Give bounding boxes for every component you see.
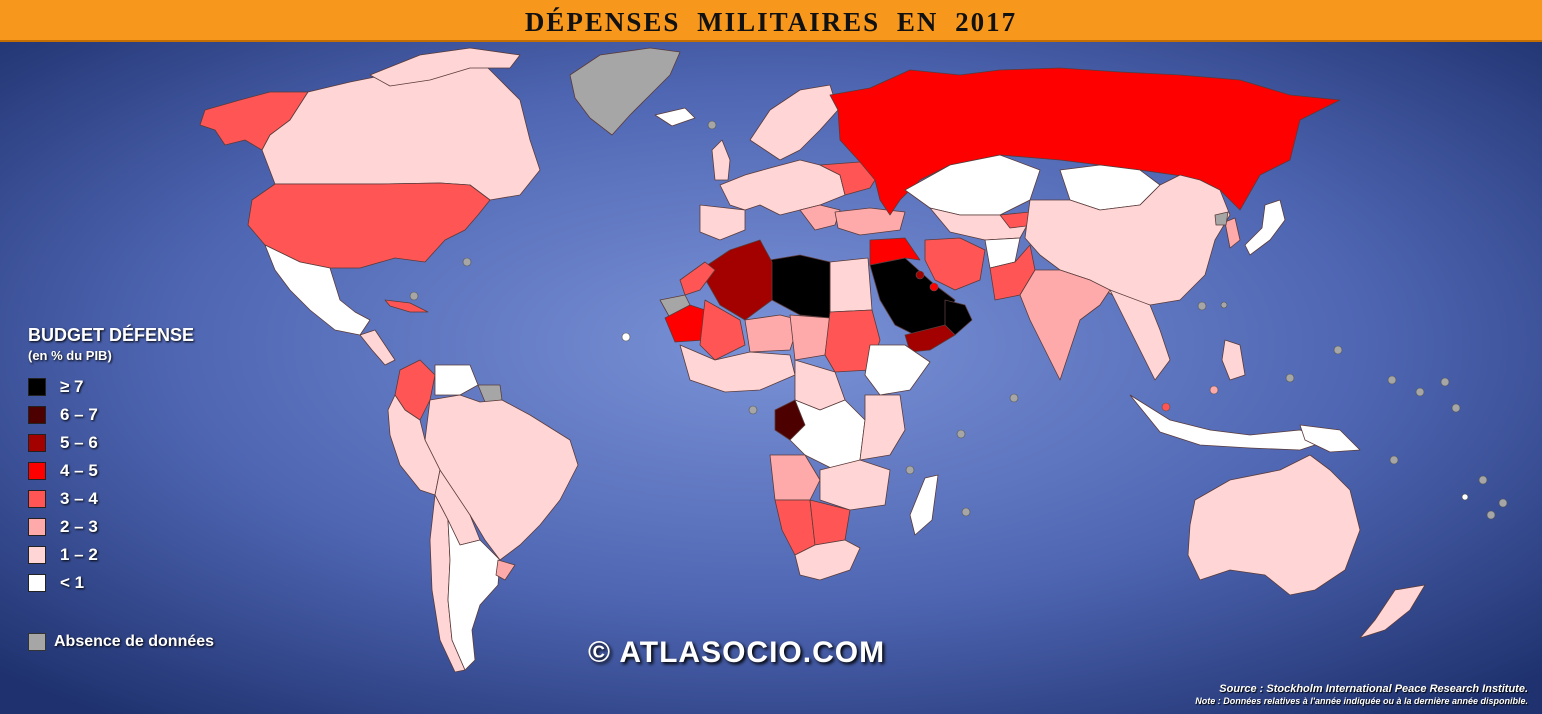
legend-label: 2 – 3 — [60, 517, 98, 536]
legend-item: 5 – 6 — [28, 429, 194, 457]
country-philippines — [1221, 339, 1246, 381]
country-iraq — [869, 237, 921, 266]
map-canvas — [0, 42, 1542, 714]
country-iceland — [654, 107, 696, 127]
legend-label: 6 – 7 — [60, 405, 98, 424]
note-text: Note : Données relatives à l'année indiq… — [1195, 696, 1528, 706]
country-western-europe — [719, 159, 846, 216]
source-text: Source : Stockholm International Peace R… — [1219, 683, 1528, 695]
country-chad — [789, 314, 831, 361]
legend-swatch — [28, 462, 46, 480]
country-east-africa — [859, 394, 906, 461]
legend-title: BUDGET DÉFENSE — [28, 325, 195, 345]
legend-swatch — [28, 574, 46, 592]
country-mexico — [264, 244, 371, 336]
country-venezuela — [434, 364, 479, 396]
country-uk — [711, 139, 731, 181]
legend-item: 2 – 3 — [28, 513, 194, 541]
legend-item: 3 – 4 — [28, 485, 194, 513]
country-greenland — [569, 47, 681, 136]
country-india — [1019, 269, 1111, 381]
legend-swatch — [28, 434, 46, 452]
title-bar: DÉPENSES MILITAIRES EN 2017 — [0, 0, 1542, 42]
world-map — [0, 42, 1542, 714]
country-turkey — [834, 207, 906, 236]
legend-nodata: Absence de données — [28, 633, 214, 651]
map-title: DÉPENSES MILITAIRES EN 2017 — [524, 7, 1018, 37]
country-angola — [769, 454, 821, 501]
legend-item: 4 – 5 — [28, 457, 194, 485]
country-iberia — [699, 204, 746, 241]
legend-label: 3 – 4 — [60, 489, 98, 508]
legend-item: < 1 — [28, 569, 194, 597]
country-algeria — [699, 239, 773, 321]
legend-swatch — [28, 518, 46, 536]
country-morocco — [679, 261, 716, 296]
copyright-watermark: © ATLASOCIO.COM — [588, 636, 886, 669]
country-indochina — [1109, 289, 1171, 381]
nodata-swatch — [28, 633, 46, 651]
country-egypt — [829, 257, 873, 313]
country-canada-islands — [369, 47, 521, 87]
legend-swatch — [28, 378, 46, 396]
country-uruguay — [495, 559, 516, 581]
country-usa — [247, 182, 491, 269]
legend-item: 6 – 7 — [28, 401, 194, 429]
legend-item: ≥ 7 — [28, 373, 194, 401]
legend-swatch — [28, 490, 46, 508]
country-mali — [699, 299, 746, 361]
country-australia — [1187, 454, 1361, 596]
small-states — [621, 270, 1469, 501]
legend-swatch — [28, 406, 46, 424]
legend-subtitle: (en % du PIB) — [28, 348, 112, 363]
country-iran — [924, 237, 986, 291]
legend-label: 5 – 6 — [60, 433, 98, 452]
country-south-africa — [794, 539, 861, 581]
country-north-korea — [1214, 211, 1229, 226]
country-central-america — [359, 329, 396, 366]
legend-item: 1 – 2 — [28, 541, 194, 569]
legend-items: ≥ 7 6 – 7 5 – 6 4 – 5 3 – 4 2 – 3 1 – 2 < 1 — [28, 373, 194, 597]
country-zambia — [819, 459, 891, 511]
country-oman — [944, 299, 973, 336]
nodata-label: Absence de données — [54, 633, 215, 650]
legend-label: < 1 — [60, 573, 85, 592]
small-territories — [409, 120, 1508, 520]
country-new-zealand — [1359, 584, 1426, 639]
legend-label: 4 – 5 — [60, 461, 98, 480]
country-png — [1299, 424, 1361, 453]
map-legend: BUDGET DÉFENSE (en % du PIB) ≥ 7 6 – 7 5 –… — [28, 325, 194, 597]
country-cuba — [384, 299, 429, 313]
legend-label: 1 – 2 — [60, 545, 98, 564]
country-scandinavia — [749, 84, 839, 161]
source-block: Source : Stockholm International Peace R… — [1195, 683, 1528, 707]
country-ethiopia — [864, 344, 931, 396]
country-japan — [1244, 199, 1286, 256]
country-argentina — [447, 519, 501, 671]
legend-label: ≥ 7 — [60, 377, 84, 396]
country-korea — [1224, 217, 1241, 249]
country-madagascar — [909, 474, 939, 536]
legend-swatch — [28, 546, 46, 564]
